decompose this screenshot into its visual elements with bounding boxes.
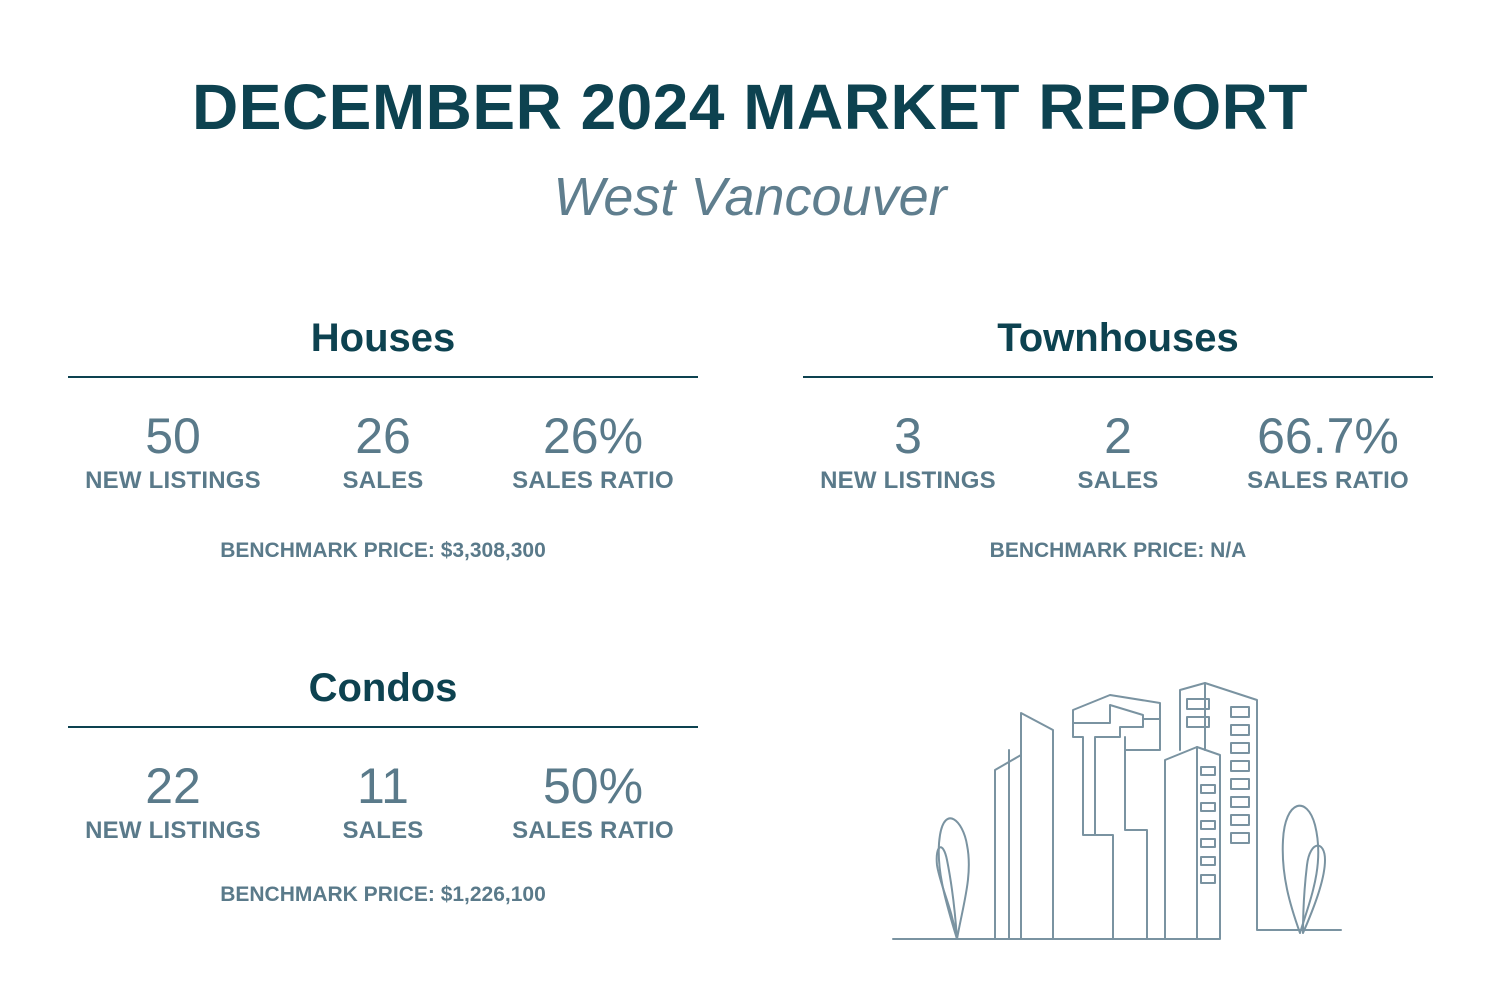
townhouses-section: Townhouses 3 NEW LISTINGS 2 SALES 66.7% … [803,318,1433,563]
benchmark-price: BENCHMARK PRICE: $1,226,100 [220,882,546,906]
report-title: DECEMBER 2024 MARKET REPORT [192,71,1308,143]
stat-label: SALES [342,466,424,494]
stat-value: 50% [542,758,644,814]
stat-label: NEW LISTINGS [85,816,261,844]
section-title: Townhouses [997,316,1239,360]
stat-value: 2 [1104,408,1132,464]
stat-value: 50 [145,408,201,464]
stat-value: 26 [355,408,411,464]
stat-label: SALES RATIO [512,816,674,844]
city-skyline-icon [892,682,1342,940]
stats-row: 22 NEW LISTINGS 11 SALES 50% SALES RATIO [68,760,698,845]
stat-sales-ratio: 50% SALES RATIO [488,760,698,845]
stat-sales: 11 SALES [278,760,488,845]
section-divider [68,726,698,728]
stat-new-listings: 3 NEW LISTINGS [803,410,1013,495]
section-title: Condos [308,666,458,710]
stat-sales: 2 SALES [1013,410,1223,495]
stat-value: 11 [357,758,409,814]
stats-row: 50 NEW LISTINGS 26 SALES 26% SALES RATIO [68,410,698,495]
benchmark-price: BENCHMARK PRICE: N/A [989,538,1247,562]
section-divider [68,376,698,378]
stat-label: SALES RATIO [512,466,674,494]
section-divider [803,376,1433,378]
report-subtitle: West Vancouver [553,167,947,227]
stat-value: 22 [145,758,201,814]
section-title: Houses [310,316,456,360]
stat-sales-ratio: 26% SALES RATIO [488,410,698,495]
stat-label: SALES [1077,466,1159,494]
stat-label: SALES RATIO [1247,466,1409,494]
condos-section: Condos 22 NEW LISTINGS 11 SALES 50% SALE… [68,668,698,907]
stat-label: NEW LISTINGS [820,466,996,494]
stat-value: 3 [894,408,922,464]
stat-new-listings: 22 NEW LISTINGS [68,760,278,845]
stat-new-listings: 50 NEW LISTINGS [68,410,278,495]
houses-section: Houses 50 NEW LISTINGS 26 SALES 26% SALE… [68,318,698,563]
stat-sales: 26 SALES [278,410,488,495]
benchmark-price: BENCHMARK PRICE: $3,308,300 [220,538,546,562]
stat-label: NEW LISTINGS [85,466,261,494]
stat-value: 26% [542,408,644,464]
stat-sales-ratio: 66.7% SALES RATIO [1223,410,1433,495]
stats-row: 3 NEW LISTINGS 2 SALES 66.7% SALES RATIO [803,410,1433,495]
stat-value: 66.7% [1257,408,1399,464]
stat-label: SALES [342,816,424,844]
